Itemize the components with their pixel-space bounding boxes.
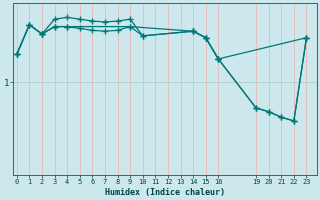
X-axis label: Humidex (Indice chaleur): Humidex (Indice chaleur) bbox=[105, 188, 225, 197]
